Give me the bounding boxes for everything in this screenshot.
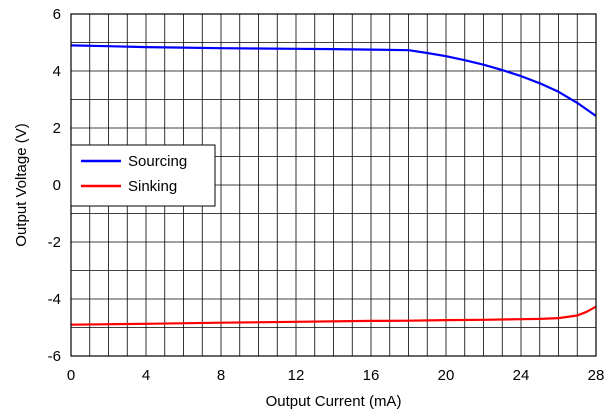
y-tick-label: -4 <box>48 291 61 308</box>
y-tick-label: -6 <box>48 348 61 365</box>
series-lines <box>70 44 597 326</box>
x-axis-label: Output Current (mA) <box>266 393 402 410</box>
series-line-sinking <box>70 305 597 326</box>
series-line-sourcing <box>70 44 597 117</box>
legend-label-sinking: Sinking <box>128 178 177 195</box>
x-tick-label: 0 <box>67 367 75 384</box>
x-tick-label: 24 <box>513 367 530 384</box>
legend-label-sourcing: Sourcing <box>128 153 187 170</box>
y-tick-label: -2 <box>48 234 61 251</box>
grid-lines <box>70 13 597 357</box>
x-tick-labels: 0 4 8 12 16 20 24 28 <box>67 367 605 384</box>
x-tick-label: 4 <box>142 367 150 384</box>
y-tick-label: 4 <box>53 63 61 80</box>
legend: Sourcing Sinking <box>70 144 216 207</box>
x-tick-label: 16 <box>363 367 380 384</box>
x-tick-label: 8 <box>217 367 225 384</box>
x-tick-label: 28 <box>588 367 605 384</box>
y-tick-label: 2 <box>53 120 61 137</box>
legend-box <box>70 144 216 207</box>
y-tick-labels: -6 -4 -2 0 2 4 6 <box>48 6 61 365</box>
x-tick-label: 20 <box>438 367 455 384</box>
y-axis-label: Output Voltage (V) <box>13 123 30 246</box>
y-tick-label: 6 <box>53 6 61 23</box>
y-tick-label: 0 <box>53 177 61 194</box>
x-tick-label: 12 <box>288 367 305 384</box>
